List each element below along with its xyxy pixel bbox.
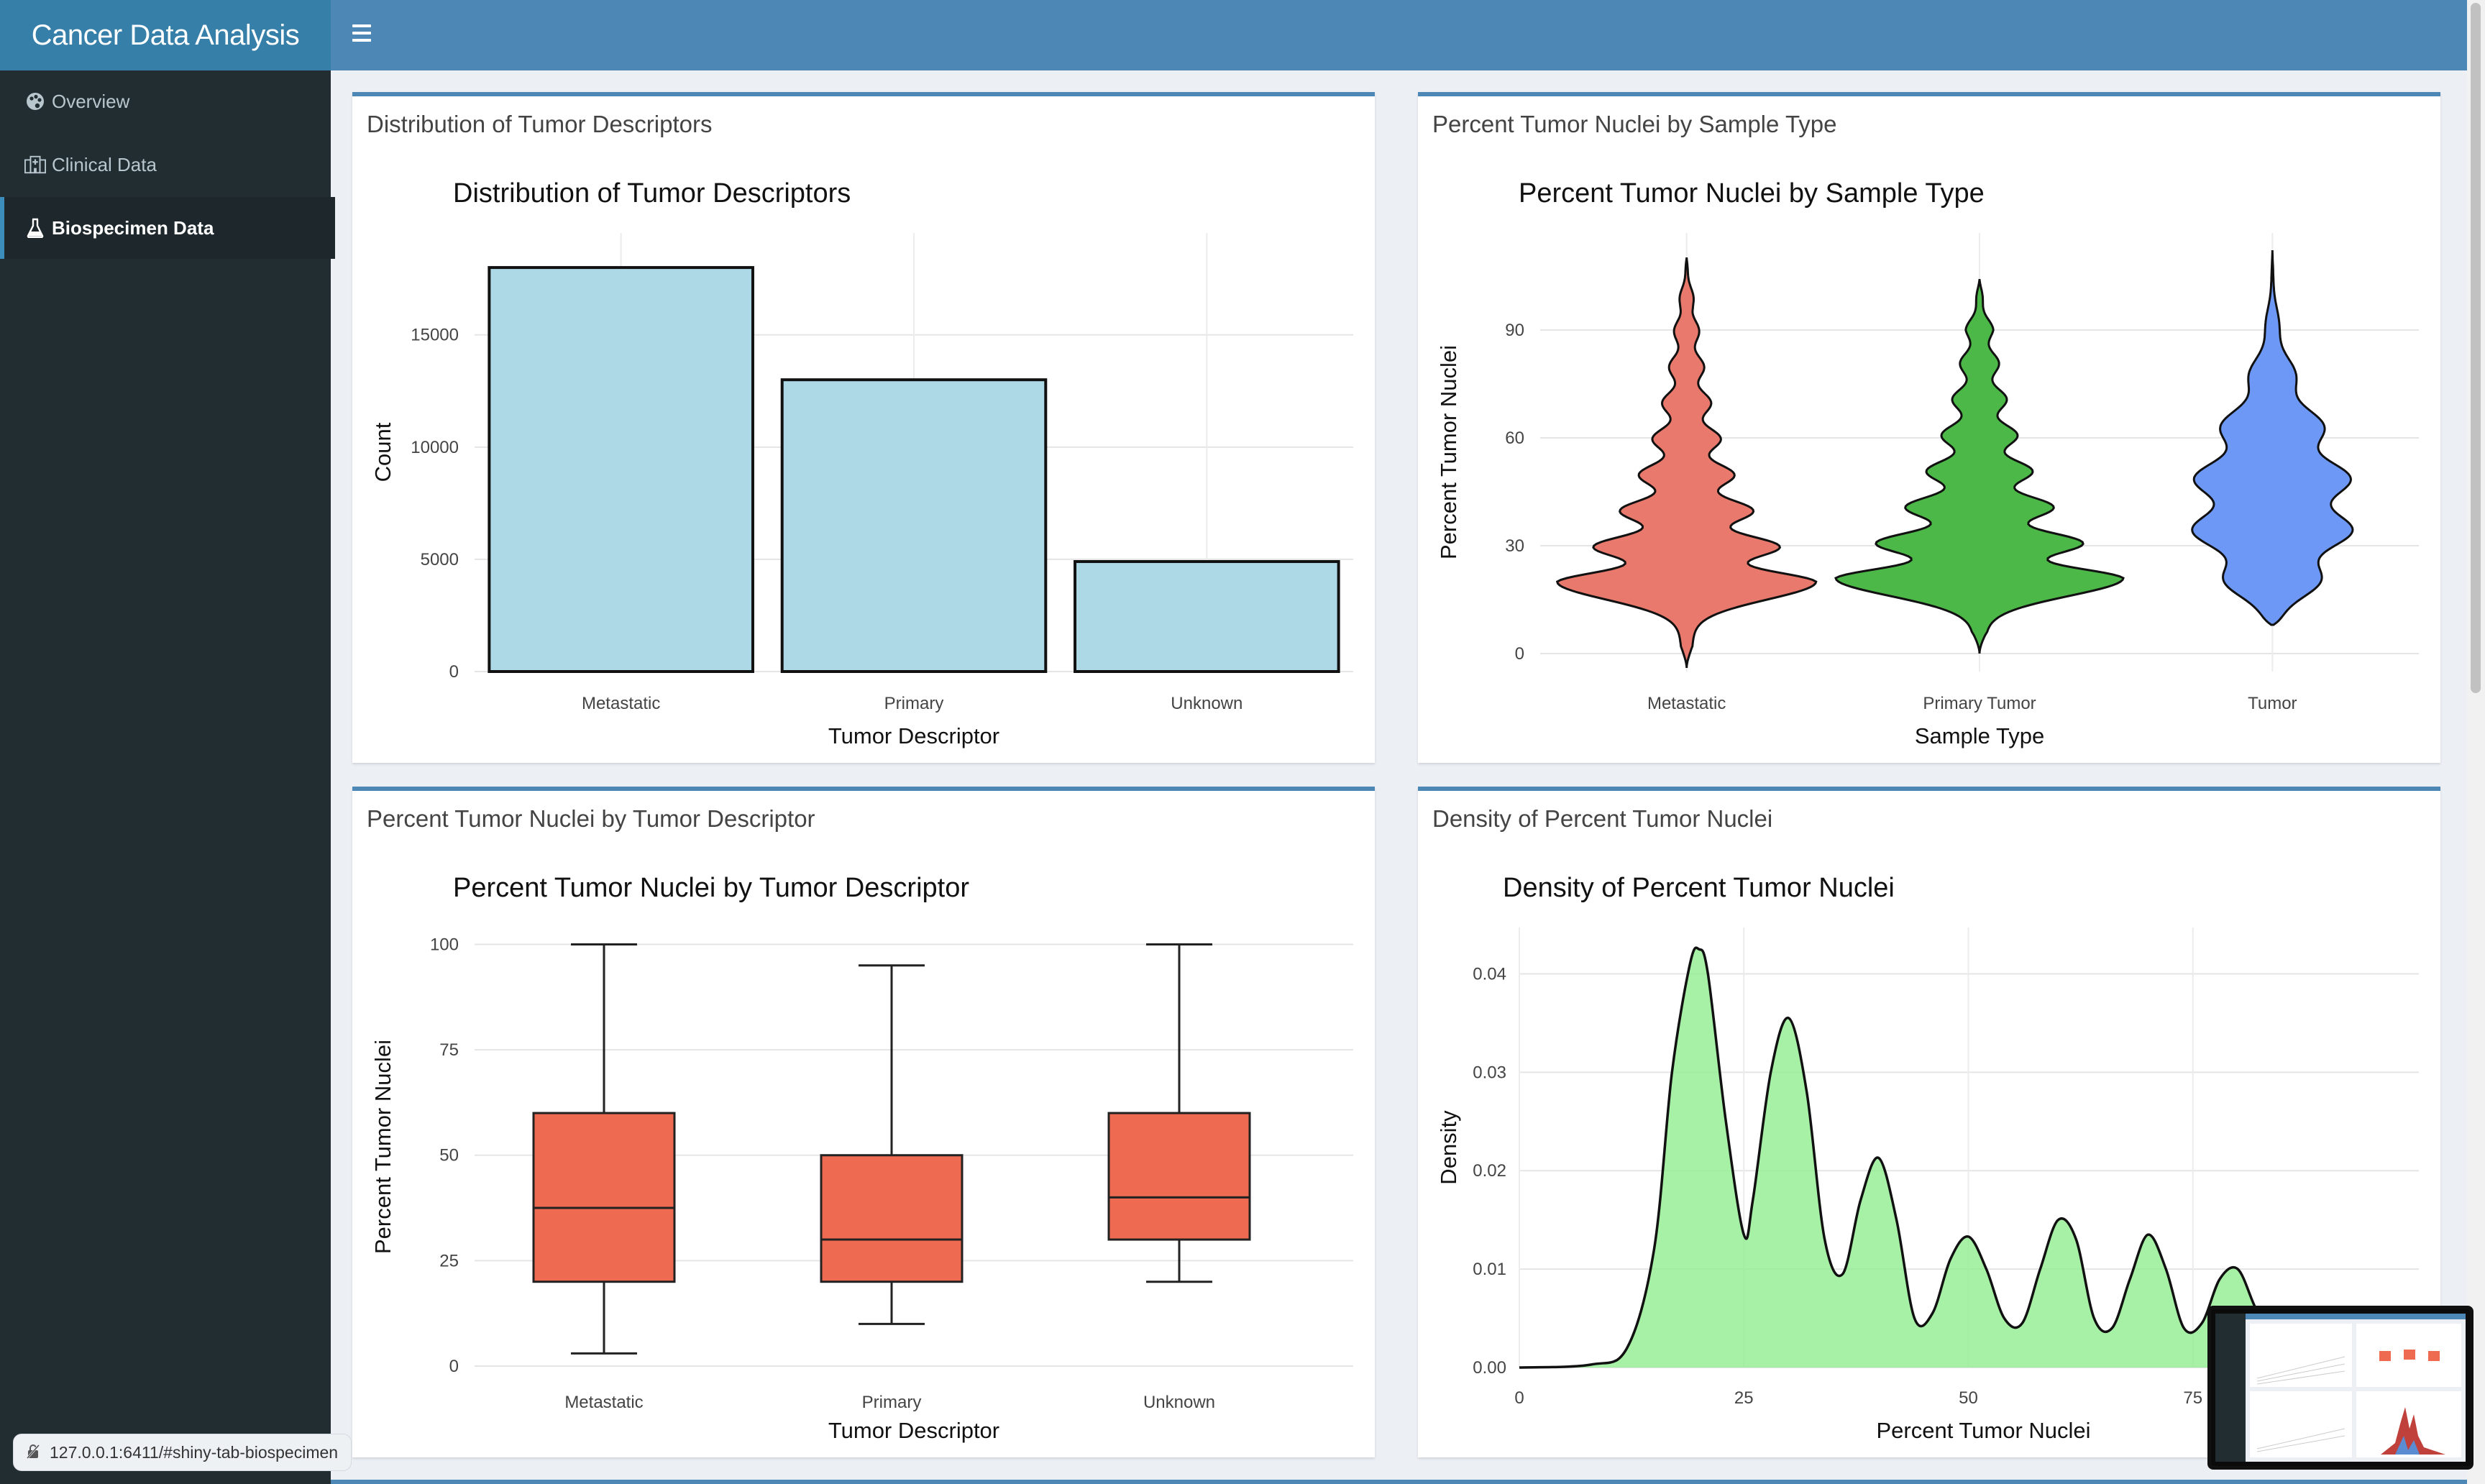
panel-title: Percent Tumor Nuclei by Tumor Descriptor — [367, 805, 815, 832]
violin — [1555, 257, 1818, 669]
browser-status-url: 127.0.0.1:6411/#shiny-tab-biospecimen — [13, 1434, 352, 1471]
top-navbar — [331, 0, 2467, 70]
violin — [1834, 279, 2125, 654]
panel-tumor-nuclei-by-sample-type: Percent Tumor Nuclei by Sample Type Perc… — [1418, 92, 2440, 763]
density-line — [1519, 946, 2275, 1369]
x-tick-label: 0 — [1514, 1388, 1524, 1408]
violin-chart: Percent Tumor Nuclei by Sample Type Sampl… — [1436, 178, 2419, 748]
y-tick-label: 75 — [439, 1040, 459, 1060]
panel-title: Distribution of Tumor Descriptors — [367, 111, 713, 137]
y-tick-label: 90 — [1505, 321, 1524, 340]
x-tick-label: Unknown — [1171, 694, 1242, 713]
x-axis-label: Sample Type — [1915, 723, 2044, 748]
thumbnail-preview — [2215, 1314, 2466, 1462]
next-panel-border — [331, 1480, 2467, 1484]
y-tick-label: 15000 — [411, 326, 459, 345]
box-plot: Percent Tumor Nuclei by Tumor Descriptor… — [370, 873, 1353, 1443]
bar — [780, 378, 1048, 673]
x-tick-label: Metastatic — [582, 694, 660, 713]
chart-title: Percent Tumor Nuclei by Sample Type — [1519, 178, 1985, 209]
x-axis-label: Percent Tumor Nuclei — [1876, 1418, 2090, 1443]
y-axis-label: Count — [370, 422, 395, 482]
y-tick-label: 10000 — [411, 438, 459, 457]
x-tick-label: Primary Tumor — [1923, 694, 2036, 713]
density-area — [1519, 948, 2274, 1368]
x-tick-label: 75 — [2183, 1388, 2202, 1408]
sidebar-item-label: Biospecimen Data — [52, 216, 214, 239]
sidebar-item-biospecimen-data[interactable]: Biospecimen Data — [0, 197, 335, 259]
insecure-lock-icon — [27, 1444, 40, 1459]
x-tick-label: 25 — [1734, 1388, 1754, 1408]
y-tick-label: 0 — [449, 1357, 459, 1376]
x-tick-label: Primary — [884, 694, 944, 713]
panel-tumor-descriptor-distribution: Distribution of Tumor Descriptors Distri… — [352, 92, 1375, 763]
app-logo[interactable]: Cancer Data Analysis — [0, 0, 331, 70]
sidebar-item-overview[interactable]: Overview — [0, 70, 331, 132]
bar — [1074, 560, 1340, 674]
violin — [2191, 250, 2354, 626]
scrollbar-thumb[interactable] — [2471, 3, 2481, 693]
chart-title: Distribution of Tumor Descriptors — [453, 178, 851, 209]
x-tick-label: Metastatic — [1647, 694, 1726, 713]
x-axis-label: Tumor Descriptor — [828, 723, 999, 748]
y-tick-label: 0.03 — [1473, 1063, 1506, 1082]
palette-icon — [24, 91, 46, 112]
screenshot-thumbnail[interactable] — [2207, 1306, 2473, 1470]
x-axis-label: Tumor Descriptor — [828, 1418, 999, 1443]
y-tick-label: 0.00 — [1473, 1358, 1506, 1378]
y-axis-label: Density — [1436, 1110, 1461, 1185]
y-tick-label: 60 — [1505, 429, 1524, 448]
chart-title: Percent Tumor Nuclei by Tumor Descriptor — [453, 873, 969, 903]
box — [532, 1112, 676, 1283]
x-tick-label: Unknown — [1143, 1393, 1215, 1412]
x-tick-label: Tumor — [2248, 694, 2297, 713]
y-tick-label: 100 — [430, 935, 459, 954]
sidebar-item-clinical-data[interactable]: Clinical Data — [0, 134, 331, 196]
sidebar: Overview Clinical Data Biospecimen Data — [0, 70, 335, 1484]
density-chart: Density of Percent Tumor Nuclei Percent T… — [1436, 873, 2419, 1443]
y-tick-label: 30 — [1505, 536, 1524, 556]
y-tick-label: 0 — [1515, 644, 1524, 664]
x-tick-label: Primary — [862, 1393, 922, 1412]
status-url-text: 127.0.0.1:6411/#shiny-tab-biospecimen — [50, 1442, 339, 1462]
sidebar-item-label: Overview — [52, 90, 130, 112]
y-tick-label: 5000 — [421, 550, 459, 569]
flask-icon — [24, 217, 46, 239]
y-tick-label: 0.01 — [1473, 1260, 1506, 1279]
app-title: Cancer Data Analysis — [31, 19, 300, 51]
y-axis-label: Percent Tumor Nuclei — [370, 1040, 395, 1254]
panel-tumor-nuclei-by-descriptor: Percent Tumor Nuclei by Tumor Descriptor… — [352, 787, 1375, 1457]
bar — [488, 266, 754, 674]
panel-title: Percent Tumor Nuclei by Sample Type — [1432, 111, 1837, 137]
y-tick-label: 25 — [439, 1251, 459, 1270]
y-tick-label: 0.02 — [1473, 1161, 1506, 1181]
hospital-icon — [24, 154, 46, 175]
y-axis-label: Percent Tumor Nuclei — [1436, 345, 1461, 559]
sidebar-item-label: Clinical Data — [52, 153, 157, 175]
box — [1107, 1112, 1251, 1241]
box — [820, 1154, 964, 1283]
panel-title: Density of Percent Tumor Nuclei — [1432, 805, 1773, 832]
bar-chart: Distribution of Tumor Descriptors Tumor D… — [370, 178, 1353, 748]
sidebar-toggle-icon[interactable] — [352, 24, 371, 46]
x-tick-label: 50 — [1959, 1388, 1978, 1408]
y-tick-label: 50 — [439, 1146, 459, 1165]
y-tick-label: 0 — [449, 662, 459, 682]
chart-title: Density of Percent Tumor Nuclei — [1503, 873, 1895, 903]
x-tick-label: Metastatic — [564, 1393, 643, 1412]
y-tick-label: 0.04 — [1473, 964, 1506, 984]
